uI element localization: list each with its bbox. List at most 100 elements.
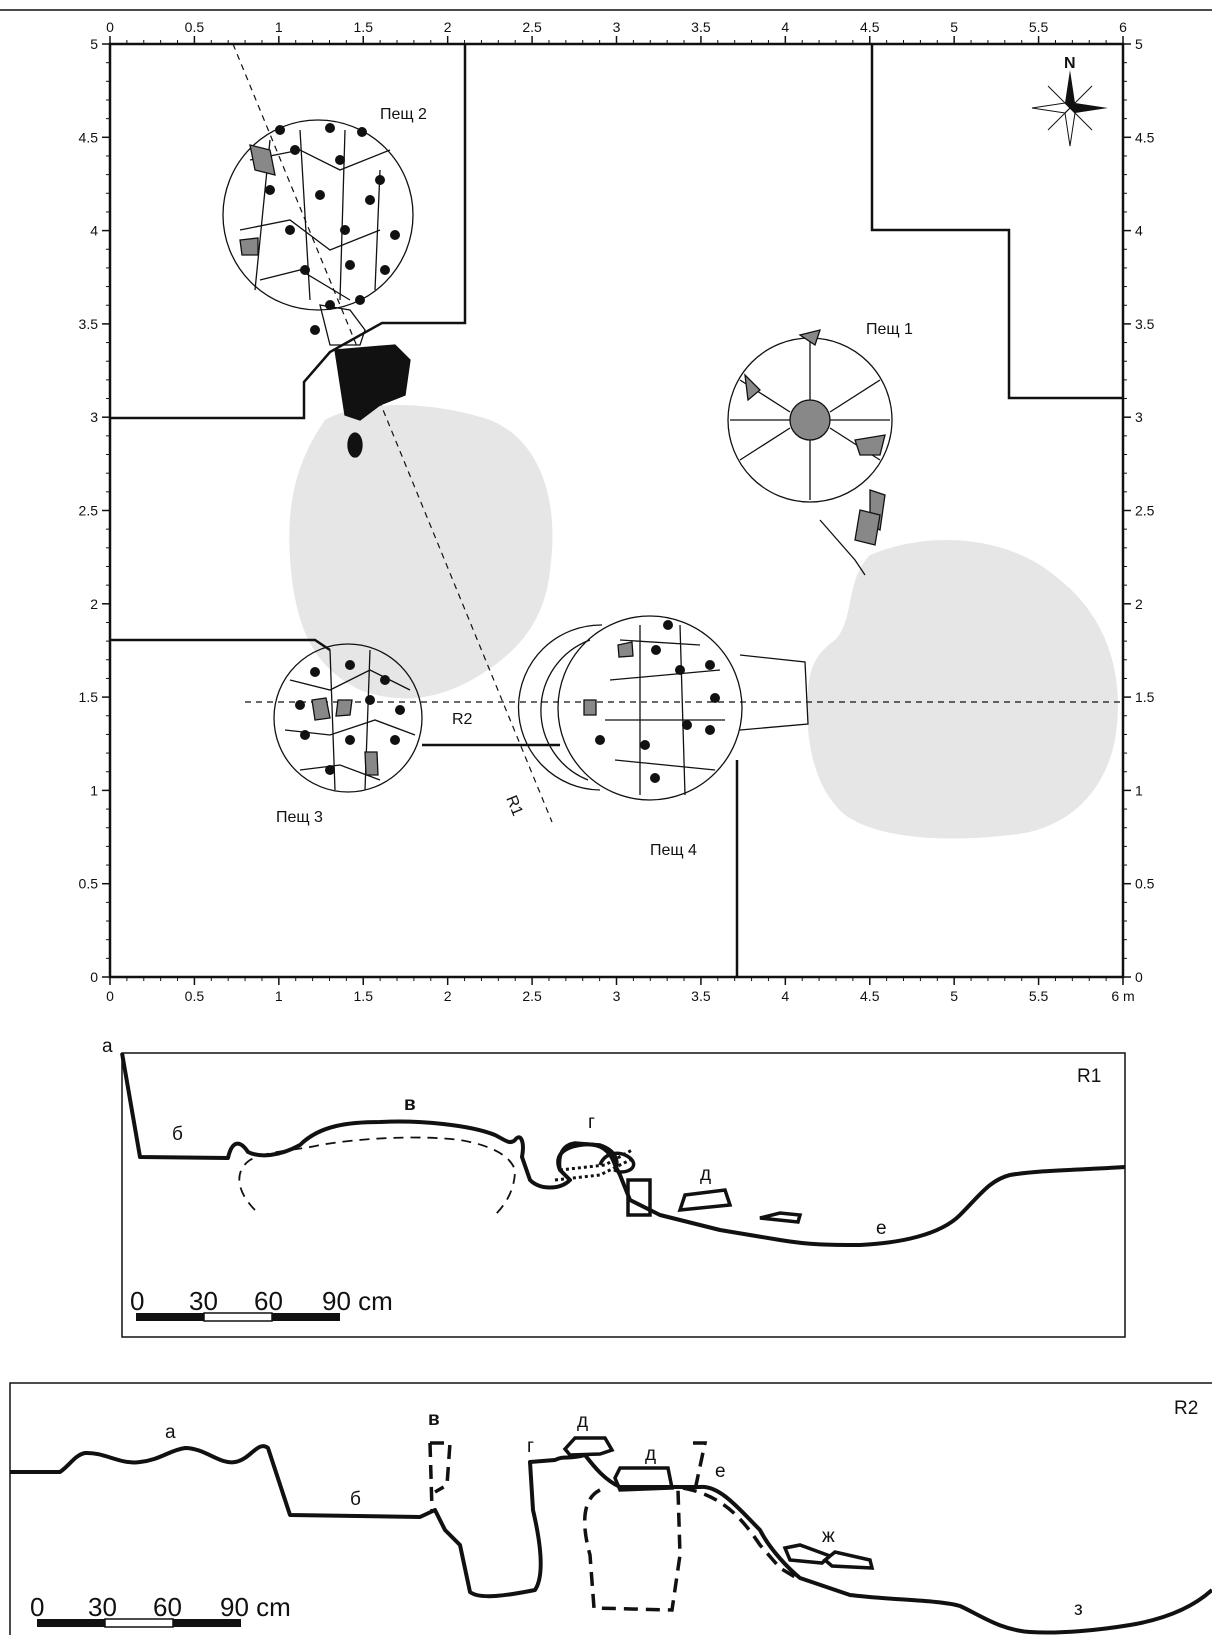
y-tick-label-right: 4 (1135, 223, 1143, 239)
section-r2-dashed (428, 1441, 801, 1612)
y-tick-label-right: 3 (1135, 409, 1143, 425)
section-r1-label-g: г (588, 1112, 595, 1133)
north-arrow (1031, 70, 1108, 147)
x-tick-label-bottom: 4.5 (860, 988, 880, 1004)
x-tick-label-top: 0 (106, 19, 114, 35)
x-tick-label-top: 1 (275, 19, 283, 35)
y-tick-label-right: 3.5 (1135, 316, 1155, 332)
section-r1-label-v: в (404, 1094, 416, 1115)
section-line-r1 (232, 43, 553, 823)
x-tick-label-top: 3.5 (691, 19, 711, 35)
x-tick-label-bottom: 0.5 (185, 988, 205, 1004)
y-tick-label-left: 0 (90, 969, 98, 985)
x-tick-label-bottom: 0 (106, 988, 114, 1004)
y-tick-label-left: 4 (90, 223, 98, 239)
section-r2-stones (562, 1436, 875, 1570)
section-line-r2-label: R2 (452, 711, 473, 728)
y-tick-label-left: 1.5 (79, 689, 99, 705)
section-r1-scale-bar: 0 30 60 90 cm (130, 1286, 393, 1322)
section-r2-title: R2 (1174, 1398, 1198, 1419)
section-r2-scale-90: 90 cm (220, 1592, 291, 1622)
x-tick-label-bottom: 2.5 (522, 988, 542, 1004)
x-tick-label-bottom: 2 (444, 988, 452, 1004)
oven-2-label: Пещ 2 (380, 106, 427, 123)
y-tick-label-right: 4.5 (1135, 129, 1155, 145)
oven-3 (273, 643, 423, 793)
section-r1-scale-60: 60 (254, 1286, 283, 1316)
section-r2-scale-60: 60 (153, 1592, 182, 1622)
trench-outline-nw (110, 44, 467, 420)
y-tick-label-left: 3.5 (79, 316, 99, 332)
section-r2-scale-bar: 0 30 60 90 cm (30, 1592, 291, 1628)
y-tick-label-left: 2 (90, 596, 98, 612)
y-tick-label-right: 0.5 (1135, 876, 1155, 892)
y-tick-label-right: 1.5 (1135, 689, 1155, 705)
section-r1-stones (557, 1141, 803, 1224)
shaded-area-east (807, 540, 1118, 839)
x-tick-label-bottom: 3 (613, 988, 621, 1004)
trench-outline-ne (870, 44, 1123, 400)
x-tick-label-top: 6 (1119, 19, 1127, 35)
section-r2-label-b: б (350, 1489, 361, 1510)
y-tick-label-left: 0.5 (79, 876, 99, 892)
section-r1-scale-30: 30 (189, 1286, 218, 1316)
x-tick-label-top: 2.5 (522, 19, 542, 35)
x-tick-label-top: 0.5 (185, 19, 205, 35)
y-tick-label-right: 1 (1135, 782, 1143, 798)
section-r2-profile (10, 1444, 1212, 1635)
x-tick-label-bottom: 3.5 (691, 988, 711, 1004)
y-tick-label-left: 5 (90, 36, 98, 52)
x-tick-label-bottom: 1.5 (354, 988, 374, 1004)
oven-4 (517, 615, 809, 801)
oven-4-label: Пещ 4 (650, 842, 697, 859)
x-tick-label-bottom: 4 (781, 988, 789, 1004)
section-r2-label-zh: ж (822, 1526, 835, 1547)
section-r2-scale-30: 30 (88, 1592, 117, 1622)
site-plan: 000.50.5111.51.5222.52.5333.53.5444.54.5… (79, 19, 1155, 1004)
y-tick-label-right: 2.5 (1135, 503, 1155, 519)
x-tick-label-top: 5 (950, 19, 958, 35)
x-tick-label-bottom: 5.5 (1029, 988, 1049, 1004)
oven-1 (727, 329, 893, 576)
section-r1-label-e: е (876, 1218, 887, 1239)
oven-3-label: Пещ 3 (276, 809, 323, 826)
y-tick-label-left: 1 (90, 782, 98, 798)
section-line-r1-label: R1 (502, 793, 525, 818)
x-tick-label-bottom: 6 m (1111, 988, 1134, 1004)
section-r1-frame (121, 1052, 1126, 1338)
shaded-area-west (289, 405, 553, 699)
section-r1-label-d: д (700, 1164, 711, 1185)
section-r1: а б в г д е R1 0 30 60 90 cm (102, 1036, 1126, 1338)
y-tick-label-left: 3 (90, 409, 98, 425)
section-r1-label-b: б (172, 1124, 183, 1145)
x-tick-label-top: 1.5 (354, 19, 374, 35)
section-r1-title: R1 (1077, 1066, 1101, 1087)
y-tick-label-left: 2.5 (79, 503, 99, 519)
section-r2: а б в г д д е ж з R2 0 30 60 90 cm (9, 1382, 1212, 1635)
x-tick-label-top: 3 (613, 19, 621, 35)
x-tick-label-top: 5.5 (1029, 19, 1049, 35)
section-r1-scale-90: 90 cm (322, 1286, 393, 1316)
north-label: N (1064, 55, 1076, 72)
section-r2-label-d2: д (645, 1444, 656, 1465)
y-tick-label-right: 5 (1135, 36, 1143, 52)
x-tick-label-bottom: 1 (275, 988, 283, 1004)
section-r1-label-a: а (102, 1036, 113, 1057)
x-tick-label-top: 4.5 (860, 19, 880, 35)
section-r2-label-d1: д (577, 1411, 588, 1432)
x-tick-label-top: 2 (444, 19, 452, 35)
section-r2-label-v: в (428, 1409, 440, 1430)
plan-ticks: 000.50.5111.51.5222.52.5333.53.5444.54.5… (79, 19, 1155, 1004)
section-r2-label-a: а (165, 1422, 176, 1443)
section-r2-label-g: г (527, 1436, 534, 1457)
section-r2-scale-0: 0 (30, 1592, 44, 1622)
section-r1-dotted (554, 1148, 633, 1182)
trench-outline-sw (110, 638, 331, 652)
y-tick-label-right: 0 (1135, 969, 1143, 985)
section-r1-dashed-pit (238, 1136, 516, 1216)
x-tick-label-top: 4 (781, 19, 789, 35)
section-r2-label-z: з (1074, 1599, 1083, 1620)
section-r1-scale-0: 0 (130, 1286, 144, 1316)
section-r1-profile (120, 1052, 1126, 1247)
